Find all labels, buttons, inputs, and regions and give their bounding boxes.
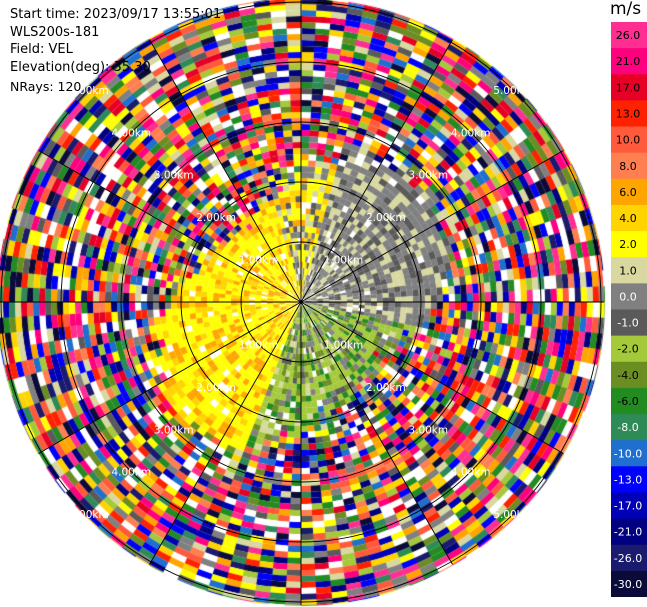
colorbar-tick-label: -30.0 — [614, 578, 642, 591]
range-label: 2.00km — [196, 382, 236, 394]
azimuth-spoke — [38, 301, 302, 454]
range-label: 1.00km — [324, 339, 364, 351]
colorbar-swatch — [611, 361, 647, 389]
colorbar-swatch — [611, 178, 647, 206]
colorbar-tick-label: -6.0 — [617, 395, 638, 408]
colorbar-tick-label: 13.0 — [616, 107, 641, 120]
colorbar-unit: m/s — [610, 0, 642, 19]
range-label: 4.00km — [111, 467, 151, 479]
range-label: 4.00km — [111, 127, 151, 139]
colorbar-swatch — [611, 518, 647, 546]
colorbar-tick-label: 4.0 — [619, 212, 637, 225]
colorbar-swatch — [611, 466, 647, 493]
colorbar-swatch — [611, 283, 647, 310]
colorbar-tick-label: 1.0 — [619, 264, 637, 277]
colorbar-swatch — [611, 152, 647, 180]
colorbar-tick-label: -8.0 — [617, 421, 638, 434]
colorbar-tick-label: 8.0 — [619, 160, 637, 173]
range-label: 4.00km — [451, 127, 491, 139]
colorbar-swatch — [611, 544, 647, 572]
range-label: 5.00km — [69, 85, 109, 97]
colorbar-swatch — [611, 414, 647, 441]
colorbar-tick-label: -10.0 — [614, 447, 642, 460]
azimuth-spoke — [149, 39, 302, 303]
colorbar-tick-label: 2.0 — [619, 238, 637, 251]
range-label: 5.00km — [493, 85, 533, 97]
colorbar-swatch — [611, 570, 647, 597]
start-time-text: Start time: 2023/09/17 13:55:01 — [10, 7, 222, 22]
colorbar-tick-label: -21.0 — [614, 526, 642, 539]
colorbar-swatch — [611, 387, 647, 415]
colorbar-swatch — [611, 48, 647, 75]
azimuth-spoke — [300, 301, 564, 454]
azimuth-spoke — [300, 150, 564, 303]
azimuth-spoke — [300, 39, 453, 303]
colorbar-swatch — [611, 492, 647, 520]
range-label: 3.00km — [154, 424, 194, 436]
info-panel: Start time: 2023/09/17 13:55:01 WLS200s-… — [10, 6, 221, 96]
azimuth-spoke — [300, 301, 453, 565]
range-label: 1.00km — [239, 339, 279, 351]
elevation-text: Elevation(deg): 35.30 — [10, 59, 151, 75]
colorbar-tick-label: -4.0 — [617, 369, 638, 382]
range-label: 3.00km — [408, 170, 448, 182]
range-label: 2.00km — [366, 212, 406, 224]
colorbar-tick-label: 26.0 — [616, 29, 641, 42]
azimuth-spoke — [149, 301, 302, 565]
range-label: 1.00km — [324, 255, 364, 267]
field-text: Field: VEL — [10, 42, 73, 57]
colorbar-tick-label: 0.0 — [619, 290, 637, 303]
colorbar-swatch — [611, 74, 647, 101]
colorbar-tick-label: 6.0 — [619, 186, 637, 199]
colorbar-tick-label: 21.0 — [616, 55, 641, 68]
range-rings: 1.00km 1.00km 1.00km 1.00km 2.00km 2.00km 2.00… — [0, 0, 604, 605]
range-label: 2.00km — [196, 212, 236, 224]
range-label: 3.00km — [408, 424, 448, 436]
colorbar-tick-label: 10.0 — [616, 134, 641, 147]
colorbar-swatch — [611, 309, 647, 337]
colorbar-swatch — [611, 440, 647, 467]
range-label: 5.00km — [69, 509, 109, 521]
range-label: 1.00km — [239, 255, 279, 267]
range-label: 3.00km — [154, 170, 194, 182]
azimuth-spoke — [38, 150, 302, 303]
colorbar-tick-label: -2.0 — [617, 343, 638, 356]
range-label: 2.00km — [366, 382, 406, 394]
nrays-text: NRays: 120 — [10, 79, 82, 94]
colorbar-tick-label: -26.0 — [614, 552, 642, 565]
colorbar-swatch — [611, 100, 647, 128]
colorbar-swatch — [611, 335, 647, 363]
colorbar-swatch — [611, 22, 647, 49]
colorbar-swatch — [611, 257, 647, 284]
range-label: 5.00km — [493, 509, 533, 521]
instrument-text: WLS200s-181 — [10, 24, 100, 40]
colorbar: 26.0 21.0 17.0 13.0 10.0 8.0 6.0 4.0 2.0 1.0 0.0 -1… — [611, 22, 647, 597]
colorbar-tick-label: -17.0 — [614, 500, 642, 513]
colorbar-swatch — [611, 204, 647, 232]
range-label: 4.00km — [451, 467, 491, 479]
colorbar-tick-label: 17.0 — [616, 81, 641, 94]
colorbar-tick-label: -13.0 — [614, 473, 642, 486]
colorbar-swatch — [611, 231, 647, 258]
colorbar-tick-label: -1.0 — [617, 317, 638, 330]
colorbar-swatch — [611, 126, 647, 154]
